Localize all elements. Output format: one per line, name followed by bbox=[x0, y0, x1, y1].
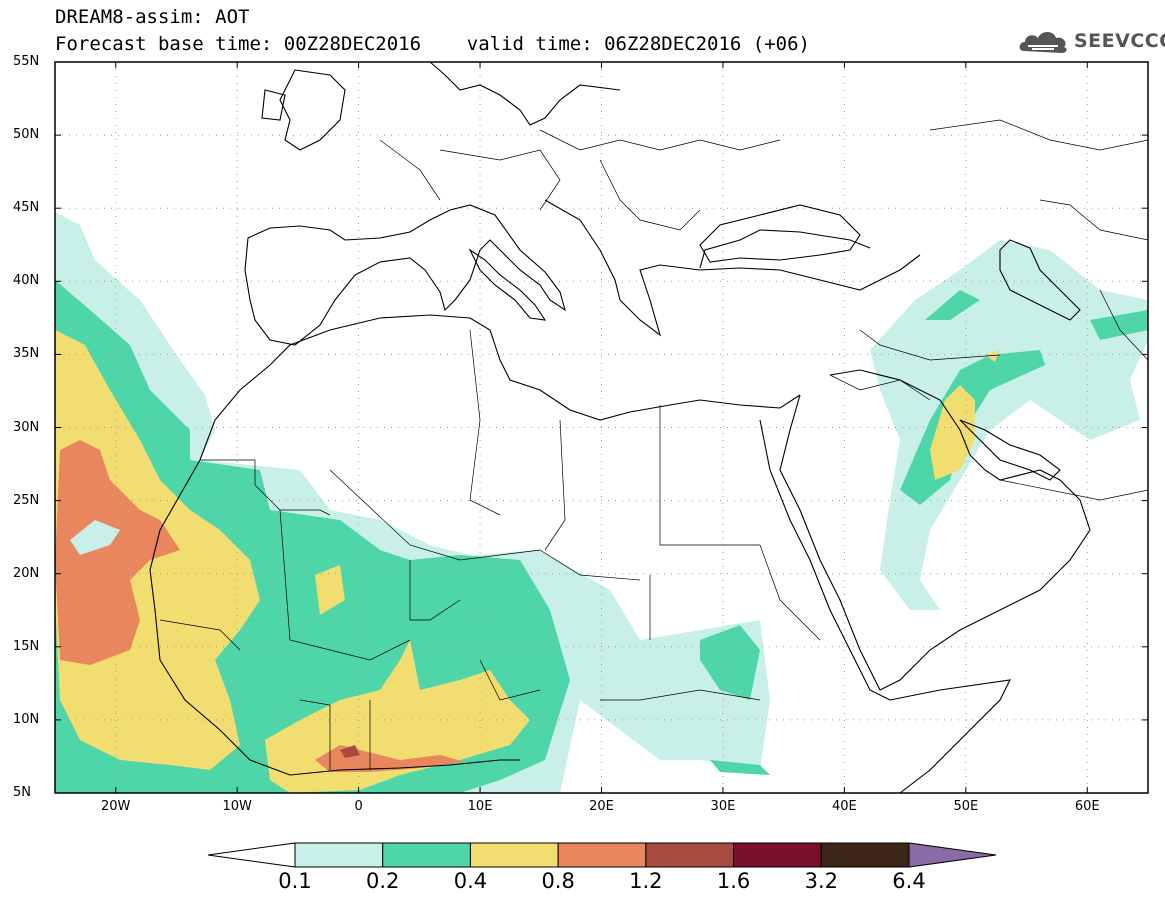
lon-tick-label: 50E bbox=[953, 799, 979, 814]
lat-tick-label: 25N bbox=[13, 492, 40, 508]
lat-tick-label: 35N bbox=[13, 346, 40, 362]
logo-text: SEEVCCC bbox=[1074, 30, 1165, 52]
colorbar-label: 3.2 bbox=[804, 869, 838, 893]
lat-tick-label: 40N bbox=[13, 273, 40, 289]
forecast-times: Forecast base time: 00Z28DEC2016 valid t… bbox=[55, 33, 810, 55]
colorbar-label: 6.4 bbox=[892, 869, 926, 893]
lat-tick-label: 20N bbox=[13, 565, 40, 581]
colorbar-label: 1.6 bbox=[716, 869, 751, 893]
lat-tick-label: 30N bbox=[13, 419, 40, 435]
lat-tick-label: 55N bbox=[13, 54, 40, 69]
cloud-icon bbox=[1019, 32, 1067, 53]
colorbar-label: 0.1 bbox=[278, 869, 312, 893]
colorbar-label: 1.2 bbox=[629, 869, 663, 893]
lat-tick-label: 10N bbox=[13, 711, 40, 727]
lon-tick-label: 60E bbox=[1074, 799, 1100, 814]
lat-tick-label: 50N bbox=[13, 127, 40, 143]
country-borders bbox=[159, 119, 1148, 770]
lon-tick-label: 40E bbox=[831, 799, 857, 814]
lat-tick-label: 45N bbox=[13, 200, 40, 216]
colorbar-label: 0.8 bbox=[541, 869, 575, 893]
seevccc-logo: SEEVCCC bbox=[1018, 26, 1165, 56]
lon-tick-label: 0 bbox=[354, 799, 363, 814]
lon-tick-label: 10E bbox=[467, 799, 493, 814]
lat-tick-label: 5N bbox=[13, 785, 31, 800]
colorbar-label: 0.2 bbox=[366, 869, 400, 893]
aot-field bbox=[55, 212, 1148, 793]
lon-tick-label: 30E bbox=[710, 799, 736, 814]
lat-tick-label: 15N bbox=[13, 638, 40, 654]
colorbar-label: 0.4 bbox=[453, 869, 488, 893]
axis-ticks bbox=[55, 61, 1148, 794]
coastlines bbox=[149, 62, 1091, 793]
graticule bbox=[55, 62, 1148, 793]
lon-tick-label: 20E bbox=[589, 799, 614, 814]
lon-tick-label: 20W bbox=[101, 799, 131, 814]
map-title: DREAM8-assim: AOT bbox=[55, 6, 250, 28]
lon-tick-label: 10W bbox=[222, 799, 252, 814]
